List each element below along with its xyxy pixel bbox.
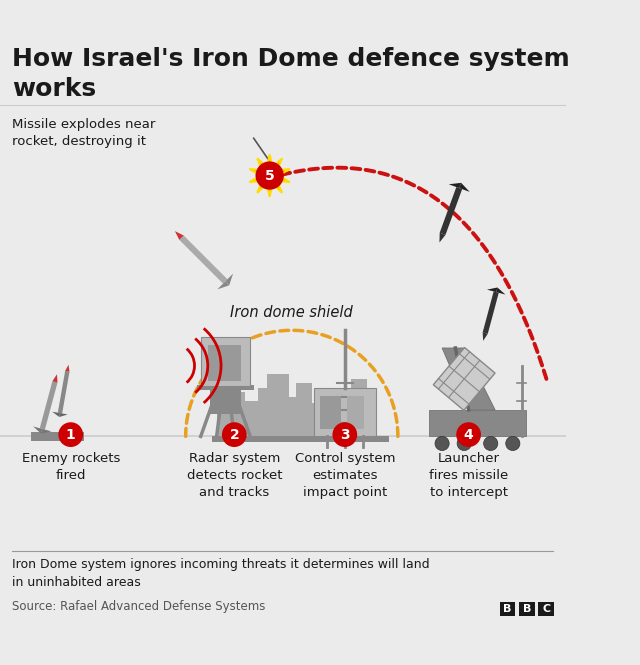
Circle shape — [506, 436, 520, 450]
Circle shape — [457, 436, 471, 450]
Circle shape — [456, 422, 481, 447]
Polygon shape — [483, 291, 499, 334]
Polygon shape — [260, 166, 279, 185]
Bar — [209, 390, 241, 414]
Polygon shape — [440, 187, 462, 235]
Text: 3: 3 — [340, 428, 349, 442]
Text: 4: 4 — [464, 428, 474, 442]
Bar — [201, 337, 250, 386]
Text: 2: 2 — [229, 428, 239, 442]
Circle shape — [332, 422, 357, 447]
Text: B: B — [503, 604, 512, 614]
Text: Source: Rafael Advanced Defense Systems: Source: Rafael Advanced Defense Systems — [12, 600, 266, 613]
Bar — [287, 396, 298, 436]
Bar — [31, 432, 84, 441]
Bar — [311, 403, 324, 436]
FancyBboxPatch shape — [500, 602, 515, 616]
Polygon shape — [442, 348, 495, 410]
Polygon shape — [218, 281, 229, 289]
Circle shape — [484, 436, 498, 450]
Circle shape — [255, 162, 284, 190]
Text: Radar system
detects rocket
and tracks: Radar system detects rocket and tracks — [186, 452, 282, 499]
Bar — [296, 383, 312, 436]
Polygon shape — [60, 413, 68, 417]
Text: Launcher
fires missile
to intercept: Launcher fires missile to intercept — [429, 452, 508, 499]
Polygon shape — [52, 412, 60, 417]
Text: How Israel's Iron Dome defence system: How Israel's Iron Dome defence system — [12, 47, 570, 71]
Polygon shape — [179, 235, 227, 284]
Circle shape — [58, 422, 83, 447]
Bar — [208, 345, 241, 380]
Text: B: B — [523, 604, 531, 614]
Polygon shape — [41, 429, 52, 434]
Polygon shape — [449, 183, 461, 188]
Text: C: C — [542, 604, 550, 614]
Text: 1: 1 — [66, 428, 76, 442]
Text: 5: 5 — [265, 168, 275, 183]
Bar — [429, 410, 526, 436]
Bar — [267, 374, 289, 436]
Text: Missile explodes near
rocket, destroying it: Missile explodes near rocket, destroying… — [12, 118, 156, 148]
Polygon shape — [487, 287, 497, 292]
Polygon shape — [496, 287, 506, 295]
Text: Enemy rockets
fired: Enemy rockets fired — [22, 452, 120, 482]
Text: works: works — [12, 77, 97, 102]
Bar — [243, 401, 261, 436]
Polygon shape — [483, 332, 488, 340]
Circle shape — [222, 422, 246, 447]
FancyBboxPatch shape — [538, 602, 554, 616]
Polygon shape — [440, 233, 445, 243]
Bar — [216, 406, 232, 436]
Bar — [314, 388, 376, 436]
Bar — [232, 392, 245, 436]
Polygon shape — [460, 183, 470, 192]
Polygon shape — [52, 374, 58, 382]
Bar — [347, 396, 364, 430]
Polygon shape — [225, 273, 233, 285]
FancyBboxPatch shape — [519, 602, 535, 616]
Polygon shape — [250, 154, 290, 197]
Text: Iron Dome system ignores incoming threats it determines will land
in uninhabited: Iron Dome system ignores incoming threat… — [12, 557, 430, 589]
Bar — [258, 388, 269, 436]
Polygon shape — [433, 348, 495, 410]
Bar — [351, 379, 367, 436]
Polygon shape — [33, 426, 42, 434]
Bar — [212, 436, 389, 442]
Bar — [340, 399, 353, 436]
Bar — [323, 388, 342, 436]
Circle shape — [435, 436, 449, 450]
Text: Control system
estimates
impact point: Control system estimates impact point — [294, 452, 395, 499]
Bar — [365, 401, 376, 436]
Polygon shape — [40, 381, 58, 430]
Bar — [320, 396, 341, 430]
Text: Iron dome shield: Iron dome shield — [230, 305, 353, 320]
Polygon shape — [58, 371, 70, 414]
Polygon shape — [175, 231, 184, 240]
Bar — [197, 385, 253, 390]
Polygon shape — [65, 365, 70, 372]
